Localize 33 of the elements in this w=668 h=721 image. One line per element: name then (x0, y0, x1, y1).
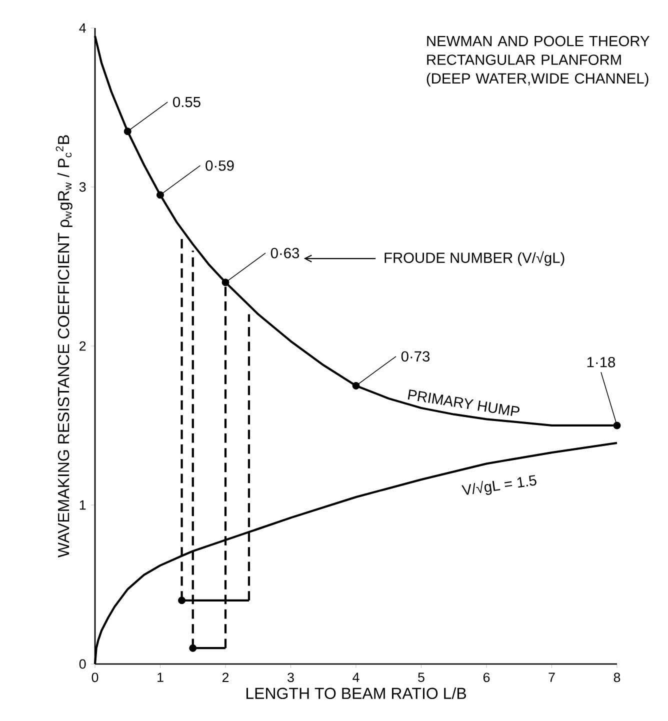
point (178, 596, 186, 604)
annotation: 0·73 (402, 351, 430, 362)
annotation: 0·59 (206, 160, 234, 171)
x-tick-label: 5 (418, 672, 425, 682)
x-tick-label: 8 (614, 672, 620, 682)
x-tick-label: 1 (158, 672, 164, 682)
text: RECTANGULAR PLANFORM (DEEP WATER,WIDE CHANNEL) (426, 54, 648, 86)
x-tick-label: 2 (222, 672, 229, 682)
point (352, 382, 360, 390)
annotation: 0.55 (173, 96, 201, 108)
point (613, 422, 621, 430)
point (222, 278, 230, 286)
y-tick-label: 2 (80, 341, 86, 351)
point (124, 128, 132, 136)
annotation: PRIMARY HUMP (408, 389, 520, 416)
x-tick-label: 4 (352, 672, 360, 682)
annotation: FROUDE NUMBER (V/√gL) (384, 251, 564, 266)
point (156, 191, 164, 199)
x-tick-label: 3 (288, 672, 294, 682)
y-tick-label: 4 (79, 23, 86, 33)
x-tick-label: 0 (92, 672, 98, 682)
y-tick-label: 3 (80, 182, 86, 192)
annotation: 0·63 (271, 248, 300, 258)
x-tick-label: 7 (548, 672, 555, 682)
y-tick-label: 0 (80, 659, 86, 669)
x-axis-title: LENGTH TO BEAM RATIO L/B (246, 687, 466, 700)
annotation: 1·18 (588, 356, 616, 368)
y-tick-label: 1 (80, 500, 86, 510)
y-axis-title: WAVEMAKING RESISTANCE COEFFICIENT ρ$_{w}$gR$_{w}$ / P$_{c}$$^{2}$B (56, 135, 73, 558)
x-tick-label: 6 (484, 672, 490, 682)
annotation: V/√gL = 1.5 (462, 475, 537, 495)
chart-title: NEWMAN AND POOLE THEORY (427, 36, 650, 46)
point (189, 644, 197, 652)
